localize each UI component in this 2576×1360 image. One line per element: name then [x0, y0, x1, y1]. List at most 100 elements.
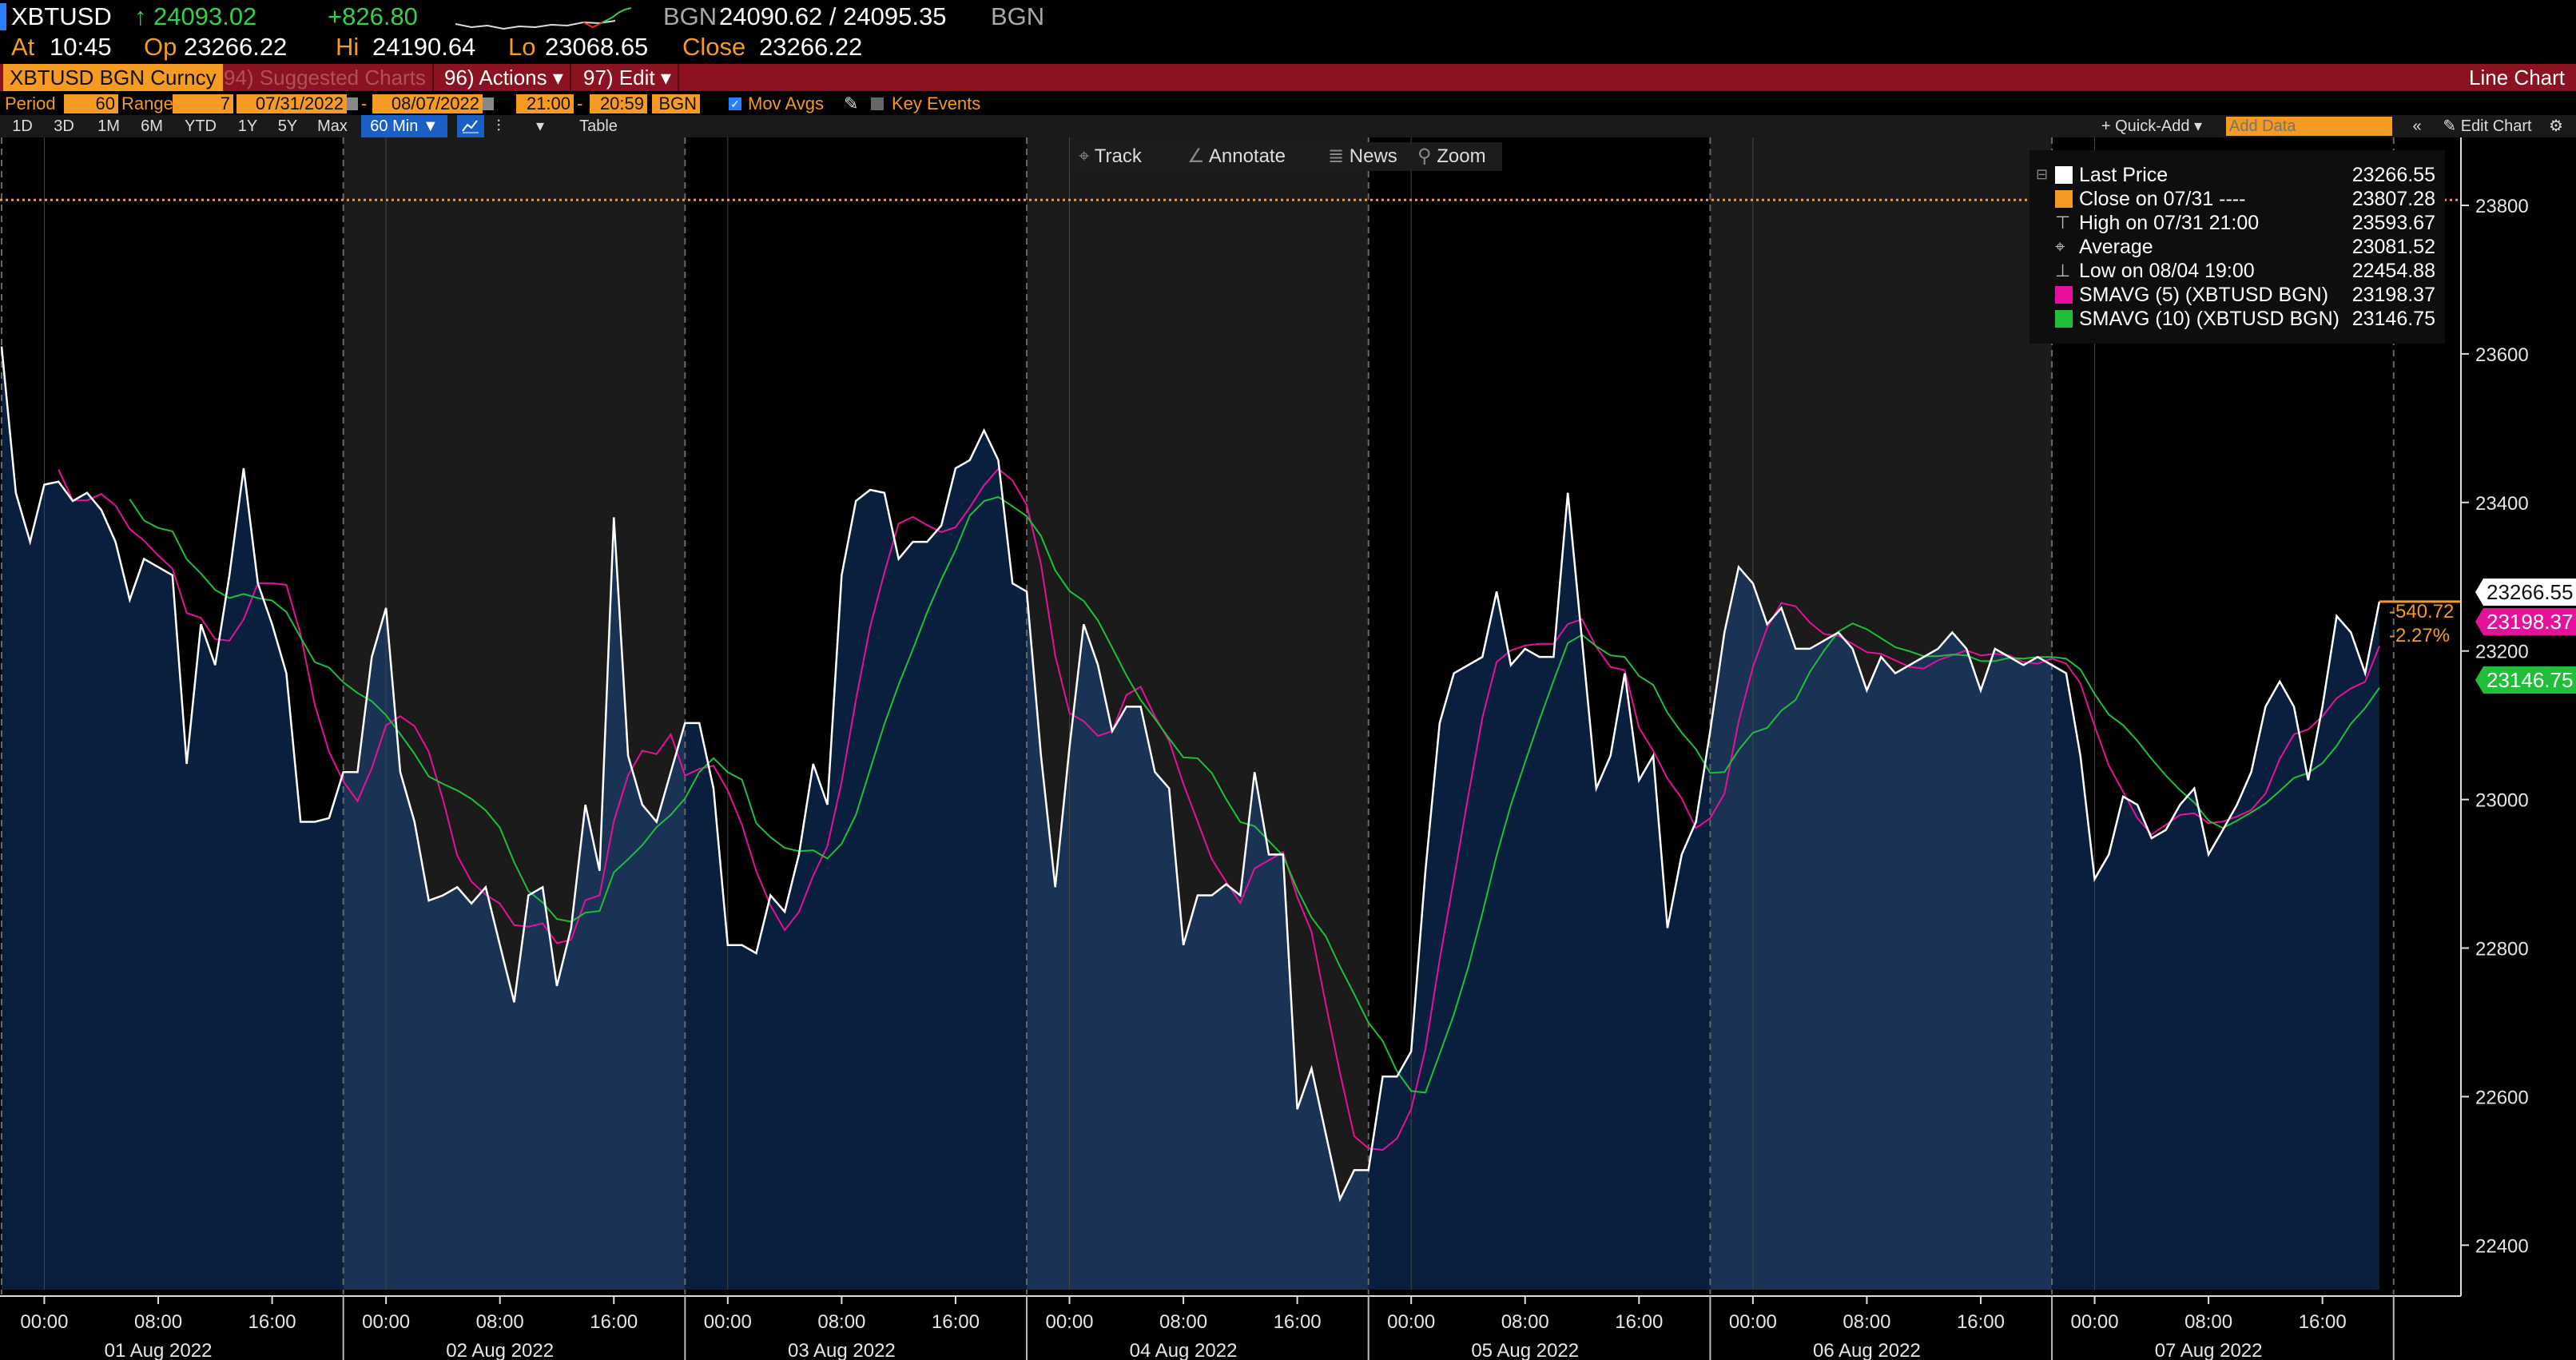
news-label: News: [1349, 145, 1397, 167]
track-label: Track: [1094, 145, 1142, 167]
x-tick-label: 00:00: [1387, 1311, 1435, 1333]
edit-chart-button[interactable]: ✎ Edit Chart: [2443, 117, 2532, 135]
y-tick-label: 23000: [2475, 790, 2529, 812]
x-tick-label: 08:00: [817, 1311, 865, 1333]
collapse-legend-icon[interactable]: ⊟: [2036, 166, 2049, 182]
open-value: 23266.22: [184, 33, 288, 61]
start-time-field[interactable]: 21:00: [516, 94, 574, 113]
end-date-field[interactable]: 08/07/2022: [372, 94, 483, 113]
legend-item-close[interactable]: Close on 07/31 ---- 23807.28: [2029, 187, 2445, 211]
key-events-label: Key Events: [892, 93, 981, 113]
suggested-charts-button[interactable]: 94) Suggested Charts: [217, 64, 434, 91]
range-6m[interactable]: 6M: [141, 117, 163, 135]
y-tick-label: 22800: [2475, 939, 2529, 960]
end-time-field[interactable]: 20:59: [590, 94, 647, 113]
x-tick-label: 16:00: [248, 1311, 296, 1333]
actions-menu[interactable]: 96) Actions ▾: [438, 64, 571, 91]
magnifier-icon: ⚲: [1417, 145, 1437, 167]
last-price: 24093.02: [153, 2, 257, 30]
gear-icon[interactable]: ⚙: [2549, 117, 2563, 135]
line-chart-icon[interactable]: [457, 115, 484, 137]
net-change: +826.80: [328, 2, 418, 30]
x-tick-label: 00:00: [2071, 1311, 2119, 1333]
quick-add-button[interactable]: + Quick-Add ▾: [2101, 117, 2203, 135]
range-1y[interactable]: 1Y: [237, 117, 258, 135]
track-button[interactable]: ⌖ Track: [1071, 142, 1150, 171]
orange-swatch-icon: [2055, 190, 2073, 208]
y-tick-label: 23600: [2475, 344, 2529, 366]
legend-item-high[interactable]: ⊤ High on 07/31 21:00 23593.67: [2029, 211, 2445, 235]
average-marker-icon: ⌖: [2055, 237, 2065, 256]
security-marker: [0, 3, 6, 30]
mov-avgs-checkbox[interactable]: ✓: [729, 97, 741, 110]
legend-label: Close on 07/31 ----: [2079, 188, 2246, 210]
date-label: 07 Aug 2022: [2155, 1340, 2263, 1360]
period-field[interactable]: 60: [64, 94, 118, 113]
price-area-fill: [2052, 601, 2379, 1290]
source-field[interactable]: BGN: [652, 94, 700, 113]
range-3d[interactable]: 3D: [54, 117, 74, 135]
x-tick-label: 00:00: [362, 1311, 410, 1333]
chart-controls: ⌖ Track ∠ Annotate ≣ News ⚲ Zoom: [1071, 142, 1502, 171]
calendar-icon[interactable]: [483, 97, 494, 110]
legend-item-average[interactable]: ⌖ Average 23081.52: [2029, 235, 2445, 259]
range-5y[interactable]: 5Y: [277, 117, 298, 135]
collapse-icon[interactable]: «: [2412, 117, 2422, 135]
range-field[interactable]: 7: [173, 94, 233, 113]
legend-label: Average: [2079, 236, 2153, 258]
x-tick-label: 00:00: [704, 1311, 752, 1333]
range-1m[interactable]: 1M: [97, 117, 120, 135]
legend-label: SMAVG (5) (XBTUSD BGN): [2079, 284, 2329, 306]
interval-dropdown[interactable]: 60 Min ▼: [361, 115, 447, 137]
legend-label: Low on 08/04 19:00: [2079, 260, 2255, 282]
x-tick-label: 16:00: [1615, 1311, 1663, 1333]
last-price-line: [0, 346, 2381, 1203]
price-area-fill: [343, 517, 686, 1290]
legend-item-sma5[interactable]: SMAVG (5) (XBTUSD BGN) 23198.37: [2029, 283, 2445, 307]
legend-item-low[interactable]: ⊥ Low on 08/04 19:00 22454.88: [2029, 259, 2445, 283]
table-button[interactable]: Table: [579, 117, 618, 135]
white-swatch-icon: [2055, 166, 2073, 184]
date-label: 03 Aug 2022: [788, 1340, 896, 1360]
legend-item-sma10[interactable]: SMAVG (10) (XBTUSD BGN) 23146.75: [2029, 307, 2445, 331]
chart-type-dropdown-icon[interactable]: ▾: [535, 117, 545, 135]
legend-item-last-price[interactable]: Last Price 23266.55: [2029, 163, 2445, 187]
y-tick-label: 23400: [2475, 493, 2529, 515]
y-tick-label: 22400: [2475, 1235, 2529, 1257]
legend-value: 22454.88: [2351, 260, 2435, 282]
calendar-icon[interactable]: [347, 97, 358, 110]
range-max[interactable]: Max: [317, 117, 348, 135]
intraday-sparkline: [455, 7, 631, 30]
legend-value: 23266.55: [2351, 164, 2435, 186]
range-1d[interactable]: 1D: [12, 117, 33, 135]
candlestick-icon[interactable]: ⫶: [496, 117, 501, 135]
y-tick-label: 23200: [2475, 642, 2529, 663]
security-field[interactable]: XBTUSD BGN Curncy: [3, 64, 223, 91]
edit-menu[interactable]: 97) Edit ▾: [577, 64, 679, 91]
news-button[interactable]: ≣ News: [1320, 142, 1405, 171]
source-label: BGN: [663, 2, 718, 30]
annotate-button[interactable]: ∠ Annotate: [1179, 142, 1294, 171]
legend-label: High on 07/31 21:00: [2079, 212, 2260, 234]
date-label: 06 Aug 2022: [1813, 1340, 1921, 1360]
annotate-icon: ∠: [1187, 145, 1209, 167]
sma10-tag: 23146.75: [2475, 666, 2576, 694]
price-area-fill: [1710, 567, 2053, 1290]
key-events-checkbox[interactable]: [871, 97, 884, 110]
legend-value: 23146.75: [2351, 308, 2435, 330]
pencil-icon[interactable]: ✎: [844, 93, 859, 113]
news-icon: ≣: [1328, 145, 1350, 167]
change-pct-annotation: -2.27%: [2389, 625, 2451, 646]
low-label: Lo: [508, 33, 536, 61]
x-tick-label: 16:00: [2299, 1311, 2347, 1333]
range-ytd[interactable]: YTD: [185, 117, 217, 135]
legend-value: 23198.37: [2351, 284, 2435, 306]
add-data-input[interactable]: [2226, 117, 2392, 136]
bid-ask: 24090.62 / 24095.35: [719, 2, 947, 30]
x-tick-label: 00:00: [1729, 1311, 1777, 1333]
green-swatch-icon: [2055, 310, 2073, 328]
sma5-tag: 23198.37: [2475, 608, 2576, 635]
zoom-button[interactable]: ⚲ Zoom: [1409, 142, 1494, 171]
price-chart[interactable]: 23800 23600 23400 23200 23000 22800 22600 22400…: [0, 137, 2576, 1360]
start-date-field[interactable]: 07/31/2022: [237, 94, 347, 113]
